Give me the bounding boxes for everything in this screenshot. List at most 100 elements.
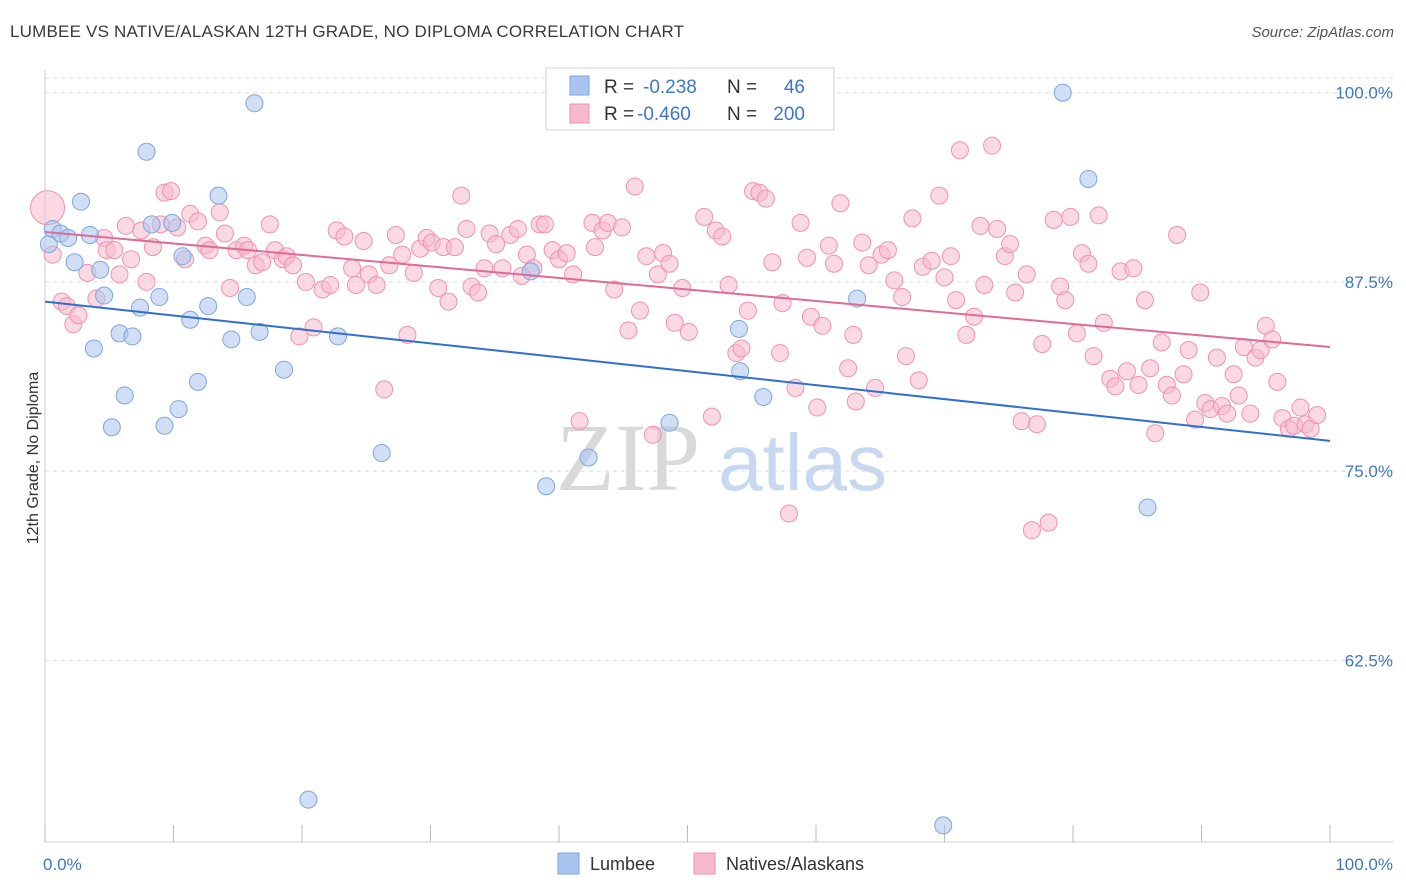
- native-point: [1218, 404, 1237, 423]
- native-point: [866, 378, 885, 397]
- lumbee-point: [1053, 83, 1072, 102]
- native-point: [648, 265, 667, 284]
- x-tick-label-min: 0.0%: [43, 855, 82, 874]
- native-point: [1056, 291, 1075, 310]
- lumbee-point: [537, 477, 556, 496]
- y-tick-label: 62.5%: [1345, 651, 1393, 670]
- lumbee-point: [95, 286, 114, 305]
- lumbee-point: [299, 790, 318, 809]
- legend-n-value-lumbee: 46: [784, 77, 805, 98]
- native-point: [253, 253, 272, 272]
- native-point: [161, 182, 180, 201]
- native-point: [625, 177, 644, 196]
- native-point: [375, 380, 394, 399]
- native-point: [909, 371, 928, 390]
- legend-r-label-lumbee: R =: [604, 77, 634, 98]
- native-point: [1022, 521, 1041, 540]
- native-point: [1079, 254, 1098, 273]
- native-point: [475, 259, 494, 278]
- native-point: [975, 275, 994, 294]
- native-point: [637, 247, 656, 266]
- native-point: [1006, 283, 1025, 302]
- legend-box: R = -0.238 N = 46 R = -0.460 N = 200: [545, 67, 835, 131]
- lumbee-point: [1079, 169, 1098, 188]
- lumbee-point: [181, 310, 200, 329]
- lumbee-point: [169, 400, 188, 419]
- native-point: [1179, 341, 1198, 360]
- native-point: [1135, 291, 1154, 310]
- native-point: [780, 504, 799, 523]
- native-point: [844, 325, 863, 344]
- lumbee-point: [848, 289, 867, 308]
- lumbee-point: [123, 327, 142, 346]
- native-point: [1141, 359, 1160, 378]
- native-point: [1308, 406, 1327, 425]
- native-point: [1174, 365, 1193, 384]
- native-point: [660, 254, 679, 273]
- native-point: [983, 136, 1002, 155]
- native-point: [1263, 330, 1282, 349]
- native-point: [122, 250, 141, 269]
- watermark-atlas: atlas: [718, 418, 887, 507]
- native-point: [335, 227, 354, 246]
- native-point: [643, 425, 662, 444]
- native-point: [878, 241, 897, 260]
- native-point: [116, 216, 135, 235]
- native-point: [763, 253, 782, 272]
- native-point: [732, 339, 751, 358]
- native-point: [260, 215, 279, 234]
- native-point: [1268, 372, 1287, 391]
- bottom-legend-label-natives: Natives/Alaskans: [726, 854, 864, 874]
- native-point: [69, 306, 88, 325]
- native-point: [935, 268, 954, 287]
- native-point: [612, 218, 631, 237]
- native-trend-line: [44, 230, 1331, 349]
- lumbee-point: [84, 339, 103, 358]
- native-point: [469, 283, 488, 302]
- legend-n-value-natives: 200: [773, 104, 805, 125]
- native-point: [859, 256, 878, 275]
- native-point: [1094, 313, 1113, 332]
- native-point: [1106, 377, 1125, 396]
- lumbee-point: [729, 319, 748, 338]
- native-point: [404, 263, 423, 282]
- trend-lines: [44, 230, 1331, 442]
- native-point: [105, 241, 124, 260]
- native-point: [557, 244, 576, 263]
- native-point: [1224, 365, 1243, 384]
- native-point: [137, 272, 156, 291]
- native-point: [284, 256, 303, 275]
- lumbee-point: [521, 262, 540, 281]
- native-point: [630, 301, 649, 320]
- lumbee-point: [209, 186, 228, 205]
- lumbee-point: [71, 192, 90, 211]
- native-point: [1001, 235, 1020, 254]
- native-point: [1061, 207, 1080, 226]
- native-point: [702, 407, 721, 426]
- native-point: [988, 219, 1007, 238]
- native-point: [1117, 362, 1136, 381]
- native-point: [439, 292, 458, 311]
- native-point: [188, 212, 207, 231]
- native-point: [296, 272, 315, 291]
- lumbee-point: [173, 247, 192, 266]
- native-point: [1028, 415, 1047, 434]
- lumbee-point: [59, 229, 78, 248]
- legend-n-label-natives: N =: [727, 104, 757, 125]
- native-point: [585, 238, 604, 257]
- native-point: [738, 301, 757, 320]
- bottom-legend-swatch-natives: [693, 852, 716, 875]
- legend-frame: [545, 67, 835, 131]
- native-point: [1291, 398, 1310, 417]
- y-tick-label: 87.5%: [1345, 273, 1393, 292]
- native-point: [210, 203, 229, 222]
- native-point: [429, 278, 448, 297]
- y-tick-label: 75.0%: [1345, 462, 1393, 481]
- lumbee-point: [91, 260, 110, 279]
- bottom-legend: Lumbee Natives/Alaskans: [557, 852, 864, 875]
- native-point: [679, 322, 698, 341]
- native-point: [1186, 410, 1205, 429]
- native-point: [665, 313, 684, 332]
- lumbee-point: [754, 387, 773, 406]
- native-point: [1162, 386, 1181, 405]
